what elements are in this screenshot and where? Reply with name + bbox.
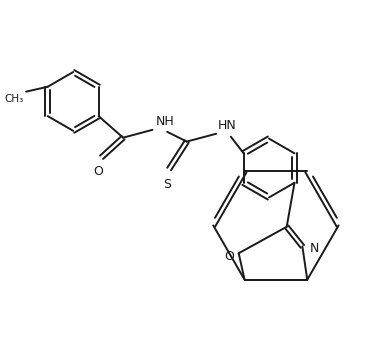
Text: N: N: [310, 242, 319, 255]
Text: HN: HN: [218, 119, 237, 132]
Text: NH: NH: [156, 115, 174, 128]
Text: S: S: [163, 178, 171, 191]
Text: O: O: [94, 165, 104, 178]
Text: O: O: [224, 250, 234, 263]
Text: CH₃: CH₃: [4, 94, 23, 104]
